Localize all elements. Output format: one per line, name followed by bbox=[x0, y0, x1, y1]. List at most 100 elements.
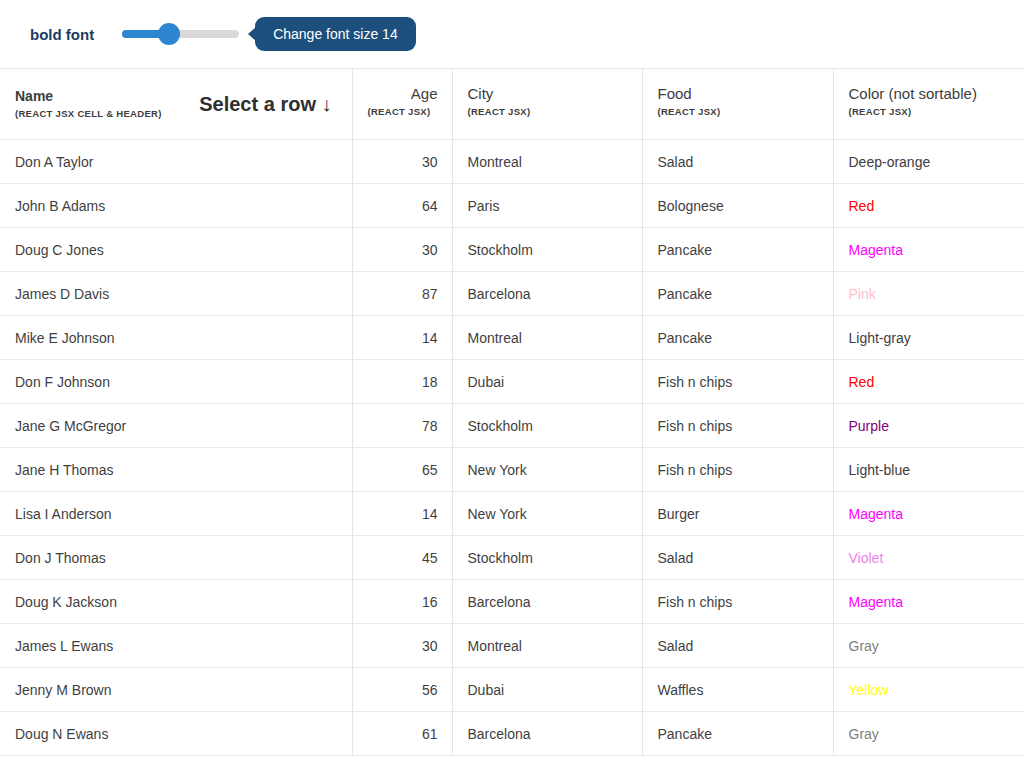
cell-name[interactable]: Doug K Jackson bbox=[0, 580, 352, 624]
column-header-city[interactable]: City (REACT JSX) bbox=[452, 69, 642, 140]
cell-color[interactable]: Red bbox=[833, 360, 1024, 404]
cell-age[interactable]: 56 bbox=[352, 668, 452, 712]
cell-color[interactable]: Red bbox=[833, 184, 1024, 228]
cell-age[interactable]: 30 bbox=[352, 624, 452, 668]
cell-city[interactable]: Barcelona bbox=[452, 272, 642, 316]
table-row[interactable]: Doug K Jackson16BarcelonaFish n chipsMag… bbox=[0, 580, 1024, 624]
cell-city[interactable]: Barcelona bbox=[452, 580, 642, 624]
table-row[interactable]: Doug C Jones30StockholmPancakeMagenta bbox=[0, 228, 1024, 272]
cell-name[interactable]: James L Ewans bbox=[0, 624, 352, 668]
cell-city[interactable]: Dubai bbox=[452, 360, 642, 404]
cell-city[interactable]: Montreal bbox=[452, 624, 642, 668]
cell-color[interactable]: Gray bbox=[833, 624, 1024, 668]
cell-age[interactable]: 30 bbox=[352, 228, 452, 272]
cell-age[interactable]: 78 bbox=[352, 404, 452, 448]
cell-age[interactable]: 30 bbox=[352, 140, 452, 184]
cell-name[interactable]: Jenny M Brown bbox=[0, 668, 352, 712]
column-subtitle-color: (REACT JSX) bbox=[849, 106, 1011, 118]
cell-color[interactable]: Gray bbox=[833, 712, 1024, 756]
cell-name[interactable]: James D Davis bbox=[0, 272, 352, 316]
font-size-slider[interactable] bbox=[122, 23, 239, 45]
cell-name[interactable]: Lisa I Anderson bbox=[0, 492, 352, 536]
cell-food[interactable]: Fish n chips bbox=[642, 448, 833, 492]
column-header-age[interactable]: Age (REACT JSX) bbox=[352, 69, 452, 140]
slider-thumb[interactable] bbox=[158, 23, 180, 45]
cell-food[interactable]: Fish n chips bbox=[642, 360, 833, 404]
cell-age[interactable]: 65 bbox=[352, 448, 452, 492]
cell-color[interactable]: Deep-orange bbox=[833, 140, 1024, 184]
cell-food[interactable]: Pancake bbox=[642, 272, 833, 316]
cell-age[interactable]: 18 bbox=[352, 360, 452, 404]
table-row[interactable]: Jane G McGregor78StockholmFish n chipsPu… bbox=[0, 404, 1024, 448]
cell-city[interactable]: Stockholm bbox=[452, 536, 642, 580]
cell-food[interactable]: Bolognese bbox=[642, 184, 833, 228]
column-header-food[interactable]: Food (REACT JSX) bbox=[642, 69, 833, 140]
cell-city[interactable]: Paris bbox=[452, 184, 642, 228]
cell-food[interactable]: Waffles bbox=[642, 668, 833, 712]
cell-city[interactable]: Barcelona bbox=[452, 712, 642, 756]
table-row[interactable]: John B Adams64ParisBologneseRed bbox=[0, 184, 1024, 228]
cell-age[interactable]: 14 bbox=[352, 316, 452, 360]
cell-name[interactable]: Don F Johnson bbox=[0, 360, 352, 404]
cell-color[interactable]: Magenta bbox=[833, 228, 1024, 272]
table-row[interactable]: Jenny M Brown56DubaiWafflesYellow bbox=[0, 668, 1024, 712]
data-table: Name (REACT JSX CELL & HEADER) Select a … bbox=[0, 68, 1024, 756]
cell-food[interactable]: Salad bbox=[642, 140, 833, 184]
column-header-name[interactable]: Name (REACT JSX CELL & HEADER) Select a … bbox=[0, 69, 352, 140]
column-title-color: Color (not sortable) bbox=[849, 85, 1011, 102]
table-row[interactable]: Don A Taylor30MontrealSaladDeep-orange bbox=[0, 140, 1024, 184]
cell-food[interactable]: Fish n chips bbox=[642, 580, 833, 624]
table-row[interactable]: Jane H Thomas65New YorkFish n chipsLight… bbox=[0, 448, 1024, 492]
cell-name[interactable]: Doug C Jones bbox=[0, 228, 352, 272]
cell-food[interactable]: Pancake bbox=[642, 228, 833, 272]
cell-city[interactable]: New York bbox=[452, 448, 642, 492]
table-row[interactable]: Don J Thomas45StockholmSaladViolet bbox=[0, 536, 1024, 580]
cell-color[interactable]: Pink bbox=[833, 272, 1024, 316]
cell-age[interactable]: 61 bbox=[352, 712, 452, 756]
cell-color[interactable]: Magenta bbox=[833, 492, 1024, 536]
cell-name[interactable]: Mike E Johnson bbox=[0, 316, 352, 360]
cell-food[interactable]: Fish n chips bbox=[642, 404, 833, 448]
header-row: Name (REACT JSX CELL & HEADER) Select a … bbox=[0, 69, 1024, 140]
cell-color[interactable]: Light-gray bbox=[833, 316, 1024, 360]
cell-color[interactable]: Magenta bbox=[833, 580, 1024, 624]
toolbar: bold font Change font size 14 bbox=[0, 0, 1024, 68]
cell-name[interactable]: Don A Taylor bbox=[0, 140, 352, 184]
cell-food[interactable]: Pancake bbox=[642, 316, 833, 360]
table-row[interactable]: James D Davis87BarcelonaPancakePink bbox=[0, 272, 1024, 316]
cell-name[interactable]: John B Adams bbox=[0, 184, 352, 228]
table-row[interactable]: Lisa I Anderson14New YorkBurgerMagenta bbox=[0, 492, 1024, 536]
cell-city[interactable]: New York bbox=[452, 492, 642, 536]
change-font-size-button[interactable]: Change font size 14 bbox=[255, 17, 416, 51]
select-a-row-label: Select a row ↓ bbox=[199, 93, 337, 116]
table-row[interactable]: Mike E Johnson14MontrealPancakeLight-gra… bbox=[0, 316, 1024, 360]
table-row[interactable]: James L Ewans30MontrealSaladGray bbox=[0, 624, 1024, 668]
cell-name[interactable]: Doug N Ewans bbox=[0, 712, 352, 756]
cell-food[interactable]: Burger bbox=[642, 492, 833, 536]
cell-food[interactable]: Salad bbox=[642, 536, 833, 580]
table-row[interactable]: Don F Johnson18DubaiFish n chipsRed bbox=[0, 360, 1024, 404]
column-title-age: Age bbox=[368, 85, 438, 102]
cell-city[interactable]: Dubai bbox=[452, 668, 642, 712]
cell-age[interactable]: 45 bbox=[352, 536, 452, 580]
cell-color[interactable]: Yellow bbox=[833, 668, 1024, 712]
column-title-name: Name bbox=[15, 88, 162, 104]
cell-age[interactable]: 14 bbox=[352, 492, 452, 536]
cell-age[interactable]: 87 bbox=[352, 272, 452, 316]
cell-city[interactable]: Stockholm bbox=[452, 228, 642, 272]
cell-color[interactable]: Light-blue bbox=[833, 448, 1024, 492]
cell-city[interactable]: Stockholm bbox=[452, 404, 642, 448]
cell-name[interactable]: Don J Thomas bbox=[0, 536, 352, 580]
cell-city[interactable]: Montreal bbox=[452, 316, 642, 360]
cell-food[interactable]: Salad bbox=[642, 624, 833, 668]
cell-food[interactable]: Pancake bbox=[642, 712, 833, 756]
table-row[interactable]: Doug N Ewans61BarcelonaPancakeGray bbox=[0, 712, 1024, 756]
cell-age[interactable]: 16 bbox=[352, 580, 452, 624]
column-subtitle-age: (REACT JSX) bbox=[368, 106, 438, 118]
cell-name[interactable]: Jane G McGregor bbox=[0, 404, 352, 448]
cell-name[interactable]: Jane H Thomas bbox=[0, 448, 352, 492]
cell-city[interactable]: Montreal bbox=[452, 140, 642, 184]
cell-color[interactable]: Violet bbox=[833, 536, 1024, 580]
cell-color[interactable]: Purple bbox=[833, 404, 1024, 448]
cell-age[interactable]: 64 bbox=[352, 184, 452, 228]
